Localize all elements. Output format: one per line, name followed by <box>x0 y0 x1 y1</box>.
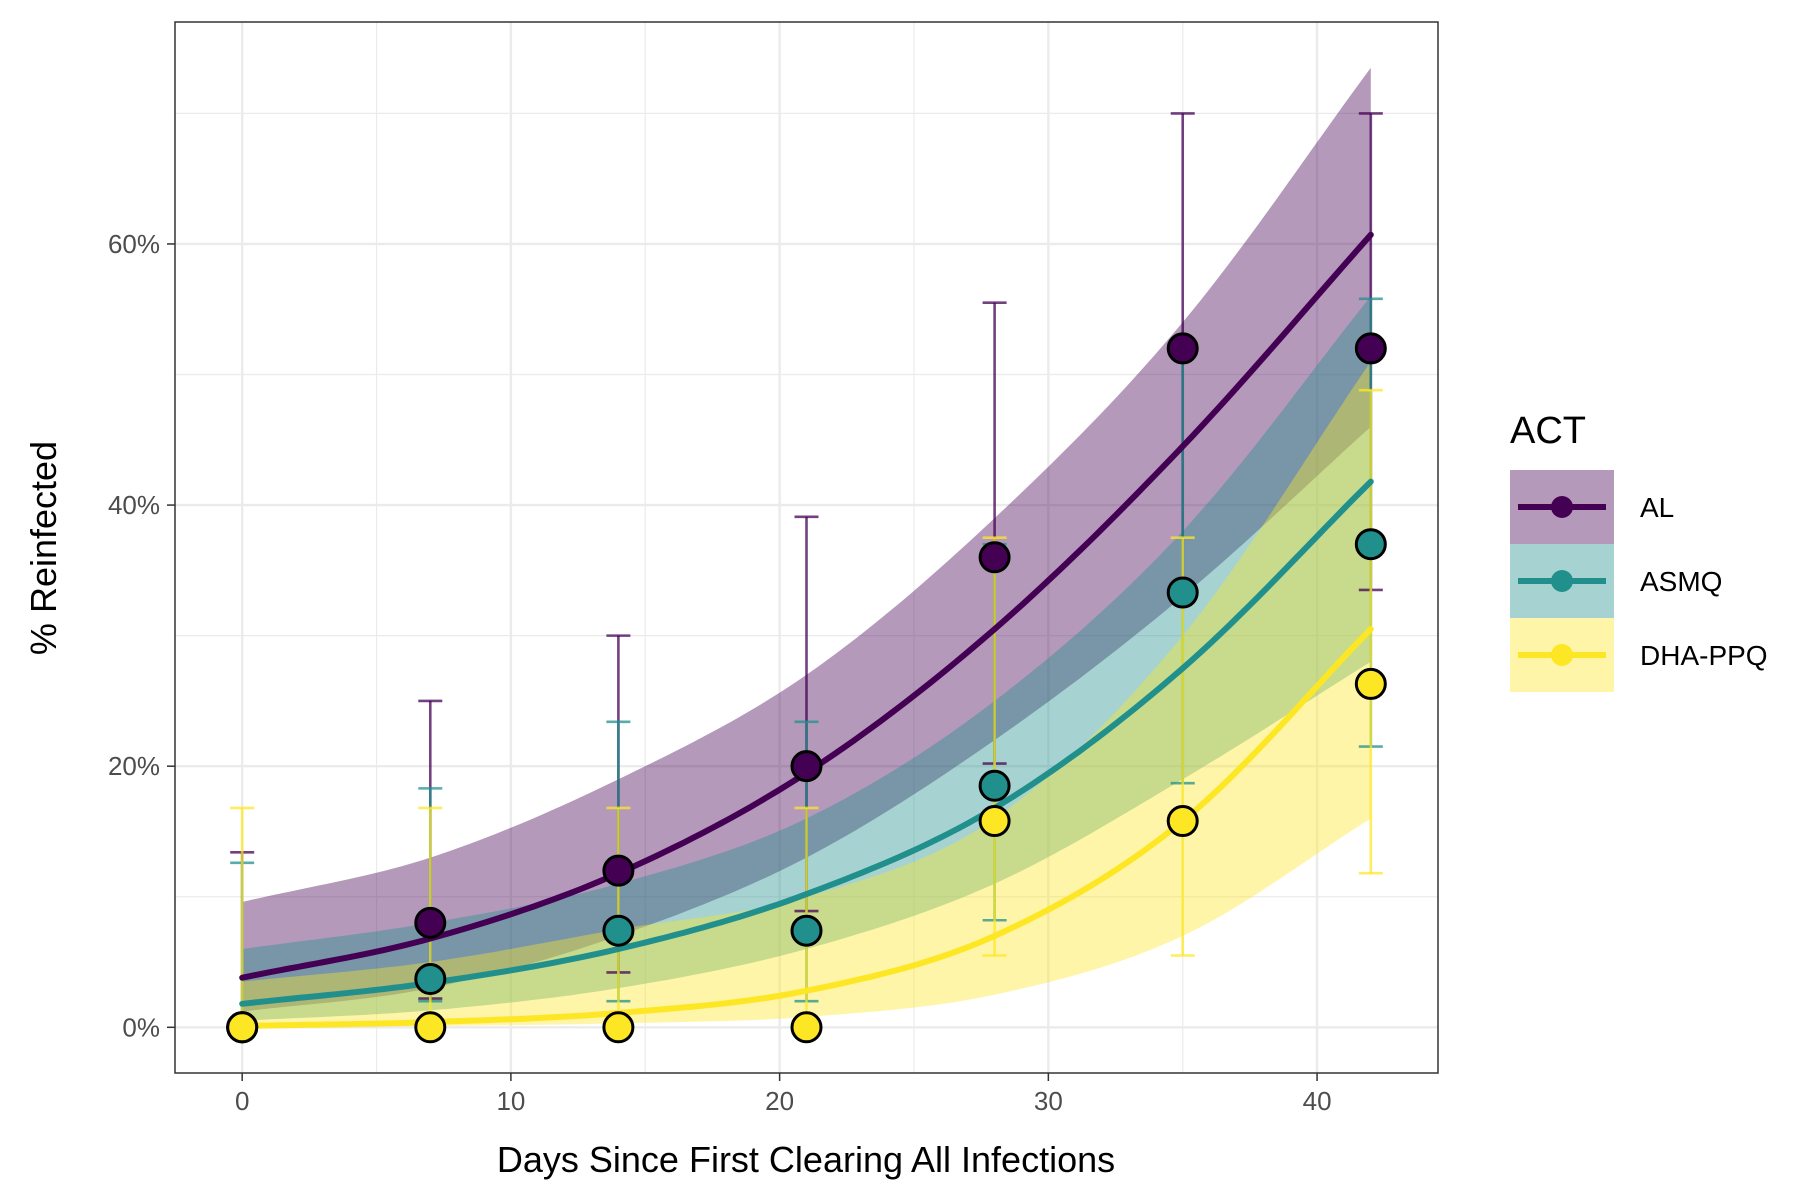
point-asmq <box>1354 528 1387 561</box>
data-points <box>226 332 1387 1044</box>
band-dha-ppq <box>242 361 1371 1028</box>
y-tick-label: 20% <box>108 751 160 781</box>
x-tick-label: 40 <box>1303 1086 1332 1116</box>
point-asmq <box>602 914 635 947</box>
point-dha-ppq <box>790 1011 823 1044</box>
point-al <box>790 750 823 783</box>
y-tick-label: 40% <box>108 490 160 520</box>
point-asmq <box>1166 576 1199 609</box>
legend-key-point <box>1551 644 1573 666</box>
point-dha-ppq <box>226 1011 259 1044</box>
x-tick-label: 30 <box>1034 1086 1063 1116</box>
legend-title: ACT <box>1510 410 1586 452</box>
legend-label-dha-ppq: DHA-PPQ <box>1640 640 1768 671</box>
point-al <box>602 854 635 887</box>
legend: ACT AL ASMQ DHA-PPQ <box>1510 410 1768 692</box>
y-axis-title: % Reinfected <box>23 441 64 655</box>
point-dha-ppq <box>602 1011 635 1044</box>
plot-panel-border <box>174 21 1439 1074</box>
x-axis-ticks: 0 10 20 30 40 <box>235 1073 1332 1116</box>
point-dha-ppq <box>1354 667 1387 700</box>
point-al <box>1354 332 1387 365</box>
legend-label-asmq: ASMQ <box>1640 566 1722 597</box>
y-tick-label: 60% <box>108 229 160 259</box>
x-tick-label: 20 <box>765 1086 794 1116</box>
y-tick-label: 0% <box>122 1012 160 1042</box>
legend-key-point <box>1551 570 1573 592</box>
x-axis-title: Days Since First Clearing All Infections <box>497 1139 1115 1180</box>
point-asmq <box>414 962 447 995</box>
point-dha-ppq <box>978 805 1011 838</box>
y-axis-ticks: 0% 20% 40% 60% <box>108 229 175 1042</box>
x-tick-label: 10 <box>496 1086 525 1116</box>
legend-key-point <box>1551 496 1573 518</box>
point-al <box>978 541 1011 574</box>
legend-label-al: AL <box>1640 492 1674 523</box>
x-tick-label: 0 <box>235 1086 249 1116</box>
point-dha-ppq <box>414 1011 447 1044</box>
point-asmq <box>978 769 1011 802</box>
point-asmq <box>790 914 823 947</box>
point-dha-ppq <box>1166 805 1199 838</box>
point-al <box>1166 332 1199 365</box>
point-al <box>414 906 447 939</box>
